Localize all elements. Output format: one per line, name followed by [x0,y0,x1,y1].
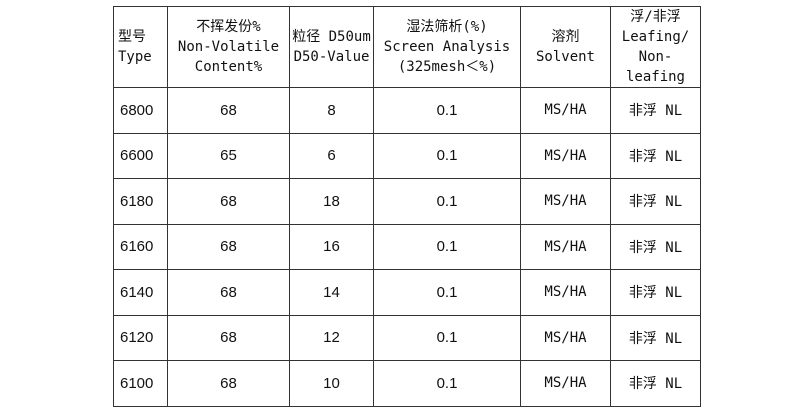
cell-d50: 14 [289,269,374,316]
cell-d50: 18 [289,178,374,225]
cell-non-volatile: 68 [167,87,290,134]
cell-solvent: MS/HA [520,269,611,316]
cell-screen-analysis: 0.1 [373,178,521,225]
cell-d50: 16 [289,223,374,270]
header-screen-analysis: 湿法筛析(%) Screen Analysis (325mesh＜%) [373,6,521,88]
cell-leafing: 非浮 NL [610,269,701,316]
header-line: Non-leafing [625,49,685,85]
cell-non-volatile: 68 [167,223,290,270]
header-line: 粒径 D50um [292,29,371,45]
cell-non-volatile: 65 [167,132,290,179]
header-line: 型号 [118,29,146,45]
header-solvent: 溶剂 Solvent [520,6,611,88]
header-line: Screen Analysis [383,39,511,55]
table-row: 6180 68 18 0.1 MS/HA 非浮 NL [113,178,701,225]
cell-leafing: 非浮 NL [610,132,701,179]
cell-non-volatile: 68 [167,360,290,407]
table-row: 6140 68 14 0.1 MS/HA 非浮 NL [113,269,701,316]
cell-d50: 6 [289,132,374,179]
cell-leafing: 非浮 NL [610,360,701,407]
cell-screen-analysis: 0.1 [373,269,521,316]
cell-type: 6600 [113,132,168,179]
cell-type: 6180 [113,178,168,225]
cell-solvent: MS/HA [520,178,611,225]
header-line: 湿法筛析(%) [406,19,488,35]
cell-type: 6160 [113,223,168,270]
cell-type: 6800 [113,87,168,134]
header-line: D50-Value [293,49,370,65]
cell-d50: 12 [289,314,374,361]
header-type: 型号 Type [113,6,168,88]
header-line: Leafing/ [621,29,690,45]
cell-screen-analysis: 0.1 [373,223,521,270]
cell-solvent: MS/HA [520,223,611,270]
cell-non-volatile: 68 [167,269,290,316]
cell-solvent: MS/HA [520,87,611,134]
cell-leafing: 非浮 NL [610,314,701,361]
cell-solvent: MS/HA [520,360,611,407]
cell-leafing: 非浮 NL [610,87,701,134]
header-line: (325mesh＜%) [397,59,497,75]
table-row: 6800 68 8 0.1 MS/HA 非浮 NL [113,87,701,134]
header-line: Solvent [535,49,595,65]
table-row: 6160 68 16 0.1 MS/HA 非浮 NL [113,223,701,270]
cell-type: 6140 [113,269,168,316]
header-leafing: 浮/非浮 Leafing/Non-leafing [610,6,701,88]
cell-non-volatile: 68 [167,314,290,361]
product-spec-table: 型号 Type 不挥发份% Non-Volatile Content% 粒径 D50um D… [113,6,701,407]
cell-screen-analysis: 0.1 [373,314,521,361]
header-line: 溶剂 [551,29,580,45]
header-line: 不挥发份% [196,19,261,35]
cell-d50: 8 [289,87,374,134]
cell-type: 6120 [113,314,168,361]
header-row: 型号 Type 不挥发份% Non-Volatile Content% 粒径 D50um D… [113,6,701,88]
cell-leafing: 非浮 NL [610,223,701,270]
header-d50: 粒径 D50um D50-Value [289,6,374,88]
cell-screen-analysis: 0.1 [373,360,521,407]
cell-solvent: MS/HA [520,314,611,361]
cell-non-volatile: 68 [167,178,290,225]
cell-screen-analysis: 0.1 [373,132,521,179]
cell-leafing: 非浮 NL [610,178,701,225]
cell-type: 6100 [113,360,168,407]
table-row: 6120 68 12 0.1 MS/HA 非浮 NL [113,314,701,361]
cell-d50: 10 [289,360,374,407]
header-line: Type [118,49,152,65]
header-line: Content% [194,59,263,75]
header-line: Non-Volatile [177,39,280,55]
table-row: 6600 65 6 0.1 MS/HA 非浮 NL [113,132,701,179]
cell-screen-analysis: 0.1 [373,87,521,134]
header-line: 浮/非浮 [630,9,681,25]
cell-solvent: MS/HA [520,132,611,179]
table-row: 6100 68 10 0.1 MS/HA 非浮 NL [113,360,701,407]
header-non-volatile: 不挥发份% Non-Volatile Content% [167,6,290,88]
